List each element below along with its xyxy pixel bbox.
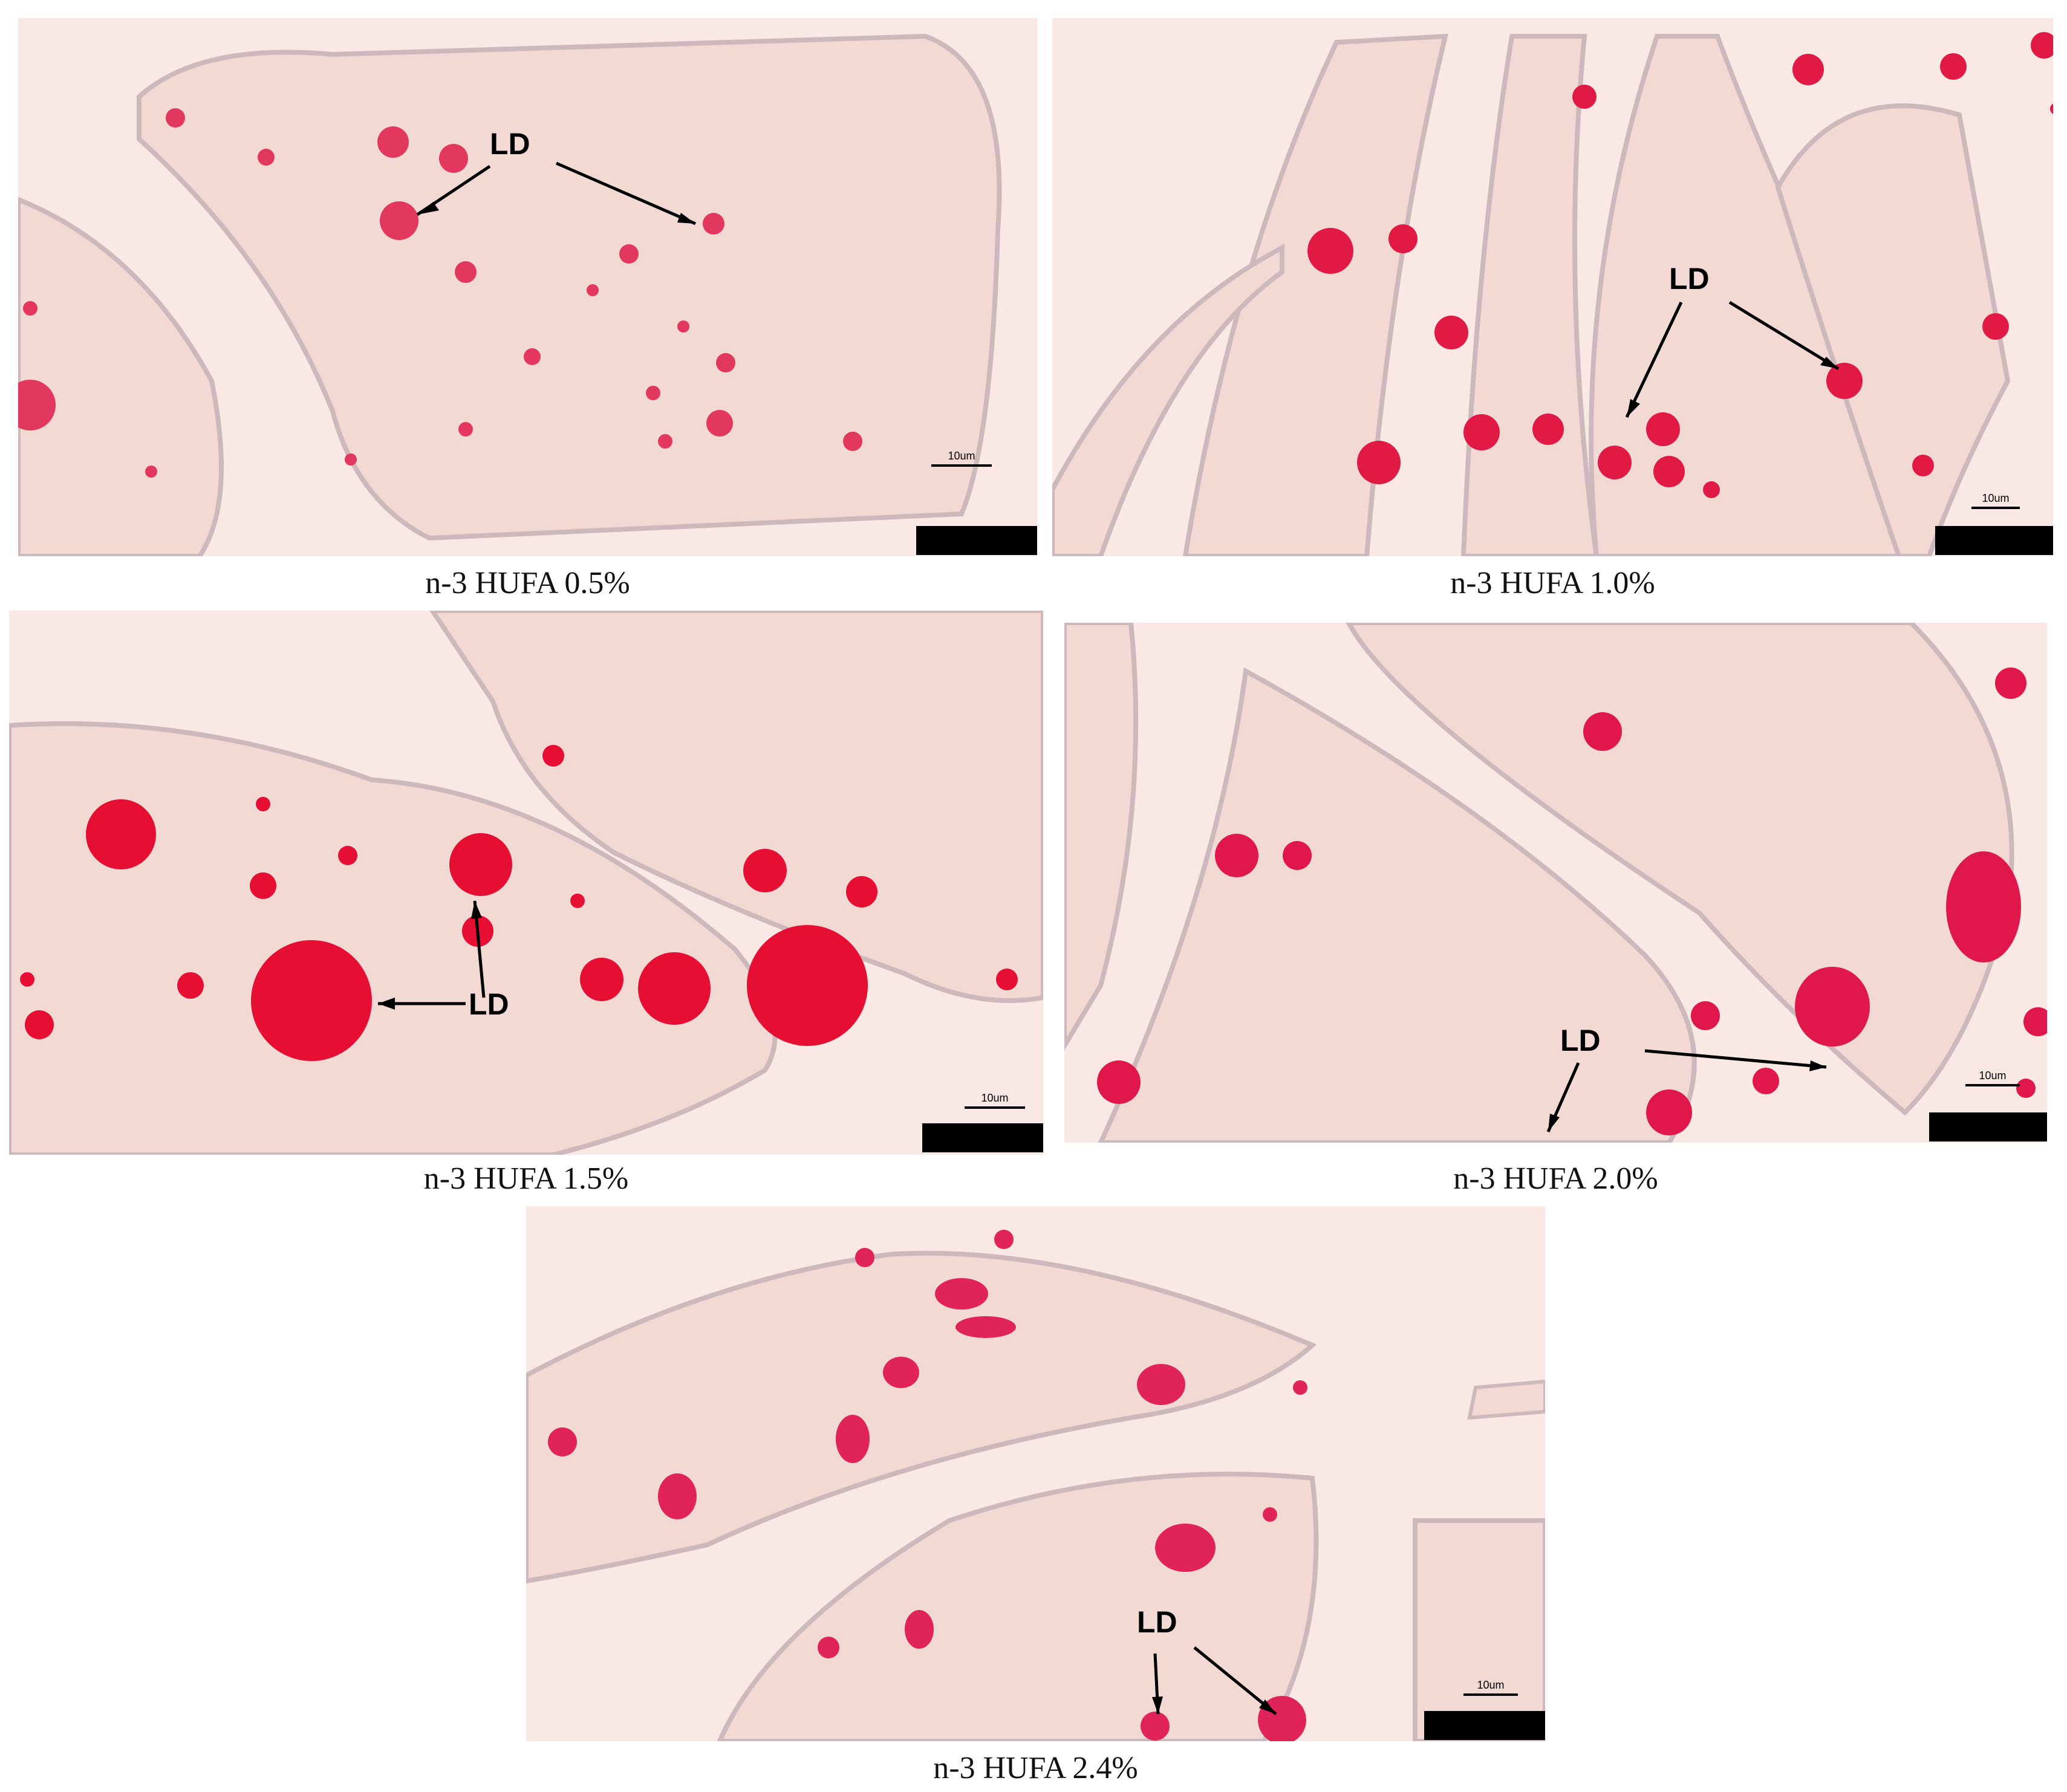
micrograph-image: LD 10um [1052, 18, 2053, 556]
ld-label: LD [1669, 262, 1710, 296]
ld-label: LD [1137, 1605, 1177, 1639]
micrograph-image: LD 10um [9, 611, 1043, 1155]
micrograph-panel-0-5: LD 10um [18, 18, 1037, 556]
panel-caption: n-3 HUFA 2.0% [1453, 1161, 1658, 1196]
panel-caption: n-3 HUFA 1.0% [1450, 566, 1655, 600]
panel-caption: n-3 HUFA 1.5% [423, 1161, 629, 1196]
panel-caption: n-3 HUFA 2.4% [933, 1751, 1138, 1785]
scale-bar-label: 10um [1477, 1679, 1504, 1691]
micrograph-panel-2-0: LD 10um [1064, 623, 2047, 1143]
micrograph-image: LD 10um [18, 18, 1037, 556]
micrograph-image: LD 10um [526, 1206, 1545, 1741]
ld-label: LD [1560, 1024, 1601, 1057]
scale-bar-label: 10um [981, 1092, 1008, 1104]
micrograph-image: LD 10um [1064, 623, 2047, 1143]
ld-label: LD [490, 127, 530, 161]
micrograph-panel-1-5: LD 10um [9, 611, 1043, 1155]
micrograph-panel-1-0: LD 10um [1052, 18, 2053, 556]
scale-bar-label: 10um [948, 450, 975, 462]
ld-label: LD [469, 987, 509, 1021]
micrograph-panel-2-4: LD 10um [526, 1206, 1545, 1741]
scale-bar-label: 10um [1982, 492, 2009, 504]
panel-caption: n-3 HUFA 0.5% [425, 566, 630, 600]
scale-bar-label: 10um [1979, 1070, 2006, 1082]
